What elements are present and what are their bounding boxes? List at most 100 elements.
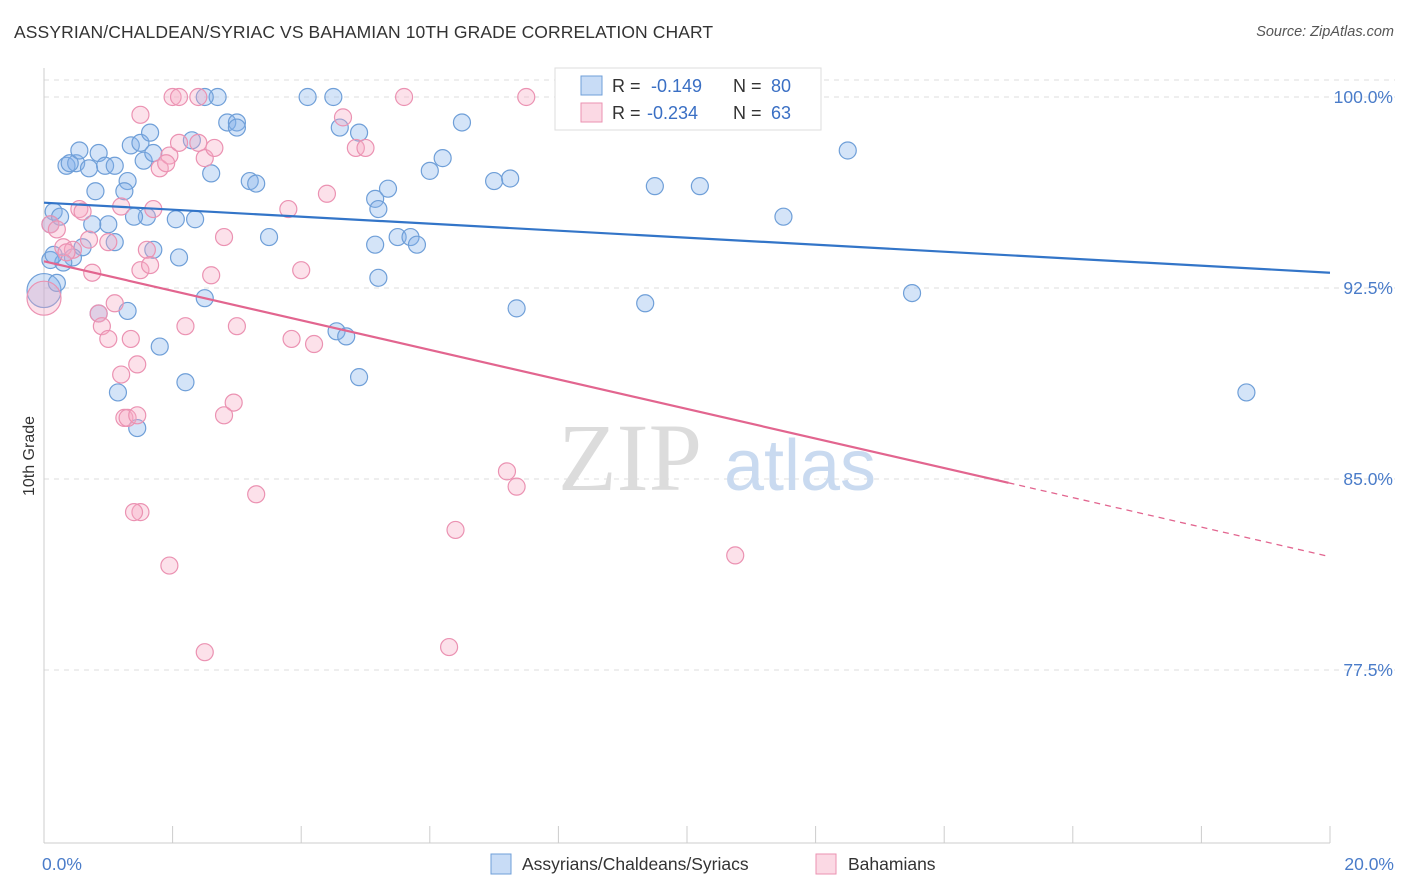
bahamians-point-32 xyxy=(279,199,298,219)
assyrians-point-56 xyxy=(349,368,369,387)
chart-title: ASSYRIAN/CHALDEAN/SYRIAC VS BAHAMIAN 10T… xyxy=(14,22,714,42)
assyrians-point-42 xyxy=(195,87,214,107)
bahamians-point-31 xyxy=(247,485,266,504)
assyrians-point-50 xyxy=(388,227,407,247)
legend-swatch-blue xyxy=(580,75,603,96)
bahamians-point-38 xyxy=(346,138,365,158)
assyrians-point-51 xyxy=(401,227,420,247)
bahamians-point-13 xyxy=(121,329,140,349)
bottom-legend-label-pink: Bahamians xyxy=(848,854,936,874)
assyrians-point-18 xyxy=(134,151,153,170)
assyrians-point-9 xyxy=(70,141,89,160)
y-tick-label-3: 77.5% xyxy=(1343,660,1393,680)
bahamians-point-55 xyxy=(140,255,160,275)
legend-n-value-1: 80 xyxy=(771,76,791,96)
assyrians-point-11 xyxy=(86,182,105,201)
assyrians-point-10 xyxy=(79,159,99,178)
bahamians-point-23 xyxy=(189,87,208,107)
bahamians-point-33 xyxy=(292,261,311,280)
bahamians-point-35 xyxy=(304,334,324,354)
y-tick-label-1: 92.5% xyxy=(1343,278,1393,298)
assyrians-point-48 xyxy=(378,179,398,198)
assyrians-point-30 xyxy=(105,233,124,252)
assyrians-point-41 xyxy=(208,87,227,107)
bahamians-point-44 xyxy=(128,406,147,425)
legend-r-value-2: -0.234 xyxy=(647,103,698,123)
bahamians-point-60 xyxy=(157,154,176,173)
assyrians-point-46 xyxy=(349,123,369,142)
legend-r-label-2: R = xyxy=(612,103,641,123)
assyrians-point-74 xyxy=(108,383,128,402)
assyrians-point-62 xyxy=(501,169,520,188)
y-tick-label-0: 100.0% xyxy=(1334,87,1393,107)
bahamians-point-16 xyxy=(137,240,156,259)
assyrians-point-25 xyxy=(83,215,102,234)
bahamians-point-21 xyxy=(163,87,182,107)
bahamians-point-36 xyxy=(317,184,337,203)
trend-line-bahamians xyxy=(43,260,1009,484)
assyrians-point-47 xyxy=(366,189,385,208)
bahamians-point-59 xyxy=(202,266,221,285)
bahamians-point-24 xyxy=(189,133,208,152)
y-tick-label-2: 85.0% xyxy=(1343,469,1393,489)
bahamians-point-6 xyxy=(79,230,99,249)
bahamians-point-48 xyxy=(195,643,214,662)
bottom-legend-swatch-pink xyxy=(815,853,837,875)
assyrians-point-60 xyxy=(420,161,439,180)
assyrians-point-44 xyxy=(324,87,343,107)
bottom-legend-label-blue: Assyrians/Chaldeans/Syriacs xyxy=(522,854,749,874)
assyrians-point-57 xyxy=(369,268,388,287)
assyrians-point-24 xyxy=(99,215,118,234)
assyrians-point-53 xyxy=(366,235,385,254)
legend-n-label-2: N = xyxy=(733,103,762,123)
legend-r-value-1: -0.149 xyxy=(651,76,702,96)
bahamians-point-62 xyxy=(73,202,92,221)
trend-line-bahamians-extension xyxy=(1008,482,1331,558)
y-tick-labels: 100.0% 92.5% 85.0% 77.5% xyxy=(1334,87,1393,680)
assyrians-point-8 xyxy=(60,154,79,173)
assyrians-point-63 xyxy=(645,177,664,196)
trend-lines xyxy=(43,201,1331,558)
y-axis-label: 10th Grade xyxy=(21,416,38,496)
bahamians-point-28 xyxy=(224,393,243,412)
assyrians-point-45 xyxy=(330,118,349,137)
assyrians-point-49 xyxy=(369,199,388,219)
watermark: ZIP atlas xyxy=(558,404,876,511)
assyrians-point-69 xyxy=(902,283,922,303)
legend-swatch-pink xyxy=(580,102,603,123)
bahamians-point-49 xyxy=(439,637,459,657)
assyrians-point-68 xyxy=(838,141,857,160)
stats-legend: R = -0.149 N = 80 R = -0.234 N = 63 xyxy=(554,67,822,131)
x-tick-label-0: 0.0% xyxy=(42,854,82,874)
bahamians-point-46 xyxy=(124,503,144,522)
bahamians-point-22 xyxy=(169,87,189,107)
bahamians-point-10 xyxy=(99,329,118,349)
bahamians-point-34 xyxy=(282,329,301,349)
bahamians-point-58 xyxy=(131,105,150,124)
assyrians-point-43 xyxy=(298,87,317,107)
assyrians-point-23 xyxy=(115,182,134,201)
assyrians-point-31 xyxy=(144,240,163,259)
bahamians-point-27 xyxy=(214,227,234,247)
bahamians-point-20 xyxy=(169,133,189,152)
assyrians-point-65 xyxy=(636,294,655,313)
bottom-legend-swatch-blue xyxy=(490,853,512,875)
gridlines xyxy=(44,79,1395,671)
bahamians-point-52 xyxy=(507,477,526,496)
series-legend: Assyrians/Chaldeans/Syriacs Bahamians xyxy=(490,853,936,875)
legend-r-label-1: R = xyxy=(612,76,641,96)
assyrians-point-61 xyxy=(485,171,504,191)
bahamians-point-37 xyxy=(333,108,353,127)
bahamians-point-30 xyxy=(227,317,246,336)
watermark-zip: ZIP xyxy=(558,404,702,511)
assyrians-point-39 xyxy=(247,174,266,193)
legend-n-label-1: N = xyxy=(733,76,762,96)
assyrians-point-72 xyxy=(176,373,195,392)
bahamians-point-47 xyxy=(160,556,179,575)
bahamians-point-53 xyxy=(726,546,745,565)
bahamians-point-50 xyxy=(446,520,465,540)
bahamians-point-56 xyxy=(176,317,195,336)
bahamians-point-15 xyxy=(131,261,150,280)
bahamians-point-11 xyxy=(105,294,124,313)
